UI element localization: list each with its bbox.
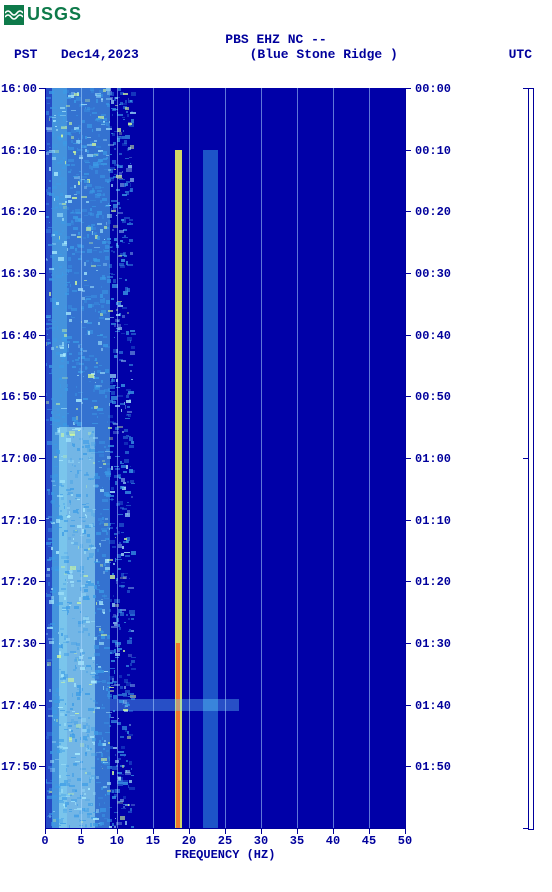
y-tick-left-label: 16:50 — [1, 390, 37, 404]
y-tick-right-label: 01:00 — [415, 452, 455, 466]
y-tick-right-label: 00:30 — [415, 267, 455, 281]
x-tick-label: 25 — [218, 834, 232, 848]
y-tick-left-label: 17:20 — [1, 575, 37, 589]
y-tick-left-label: 17:40 — [1, 699, 37, 713]
y-tick-right-label: 00:40 — [415, 329, 455, 343]
y-tick-right-label: 01:50 — [415, 760, 455, 774]
y-tick-left-label: 16:10 — [1, 144, 37, 158]
right-timezone-label: UTC — [509, 47, 532, 62]
station-name: (Blue Stone Ridge ) — [250, 47, 398, 62]
x-tick-label: 30 — [254, 834, 268, 848]
gridline — [189, 88, 190, 828]
y-tick-right-label: 00:10 — [415, 144, 455, 158]
y-tick-left-label: 17:10 — [1, 514, 37, 528]
y-tick-right-label: 00:50 — [415, 390, 455, 404]
y-tick-right-label: 00:20 — [415, 205, 455, 219]
gridline — [117, 88, 118, 828]
gridline — [333, 88, 334, 828]
x-tick-label: 50 — [398, 834, 412, 848]
y-tick-right-label: 00:00 — [415, 82, 455, 96]
x-tick-label: 10 — [110, 834, 124, 848]
colorbar — [528, 88, 534, 830]
usgs-logo: USGS — [4, 4, 82, 25]
y-tick-left-label: 16:20 — [1, 205, 37, 219]
spectrogram-band — [59, 427, 95, 828]
spectrogram-band — [176, 643, 180, 828]
y-tick-right-label: 01:30 — [415, 637, 455, 651]
gridline — [297, 88, 298, 828]
x-tick-label: 45 — [362, 834, 376, 848]
gridline — [369, 88, 370, 828]
usgs-wave-icon — [4, 5, 24, 25]
x-tick-label: 5 — [77, 834, 84, 848]
y-tick-right-label: 01:20 — [415, 575, 455, 589]
left-timezone-label: PST — [14, 47, 37, 62]
y-tick-left-label: 17:30 — [1, 637, 37, 651]
gridline — [153, 88, 154, 828]
spectrogram-band — [203, 150, 217, 828]
y-tick-left-label: 16:00 — [1, 82, 37, 96]
x-tick-label: 0 — [41, 834, 48, 848]
x-tick-label: 15 — [146, 834, 160, 848]
chart-header: PBS EHZ NC -- PST Dec14,2023 (Blue Stone… — [0, 32, 552, 62]
y-tick-left-label: 17:50 — [1, 760, 37, 774]
y-tick-right-label: 01:10 — [415, 514, 455, 528]
y-tick-left-label: 16:30 — [1, 267, 37, 281]
y-tick-left-label: 17:00 — [1, 452, 37, 466]
x-tick-label: 20 — [182, 834, 196, 848]
x-tick-label: 35 — [290, 834, 304, 848]
station-code: PBS EHZ NC -- — [0, 32, 552, 47]
x-tick-label: 40 — [326, 834, 340, 848]
gridline — [225, 88, 226, 828]
date-label: Dec14,2023 — [61, 47, 139, 62]
gridline — [81, 88, 82, 828]
usgs-logo-text: USGS — [27, 4, 82, 25]
y-tick-left-label: 16:40 — [1, 329, 37, 343]
x-axis-label: FREQUENCY (HZ) — [45, 848, 405, 862]
gridline — [261, 88, 262, 828]
y-tick-right-label: 01:40 — [415, 699, 455, 713]
